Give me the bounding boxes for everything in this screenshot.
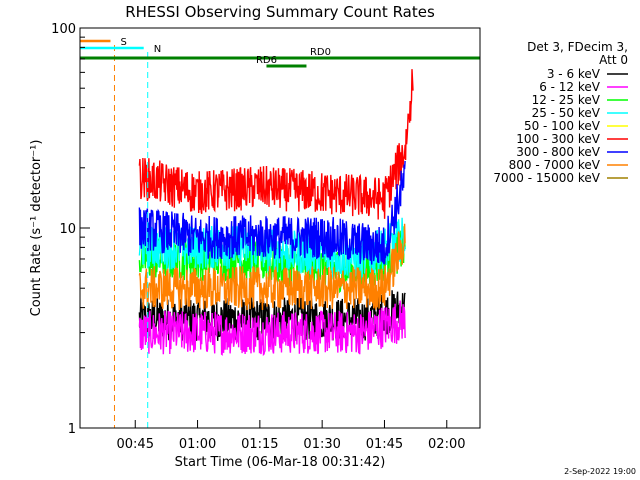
y-tick-label-2: 100 — [51, 22, 76, 37]
annotations: S N RD0 RD6 — [80, 37, 480, 428]
x-axis: 00:45 01:00 01:15 01:30 01:45 02:00 — [117, 420, 466, 452]
x-tick-label-5: 02:00 — [428, 437, 465, 452]
x-tick-label-3: 01:30 — [303, 437, 340, 452]
y-tick-label-0: 1 — [68, 422, 76, 437]
y-tick-label-1: 10 — [59, 222, 76, 237]
legend-label-0: 3 - 6 keV — [547, 67, 601, 81]
x-axis-label: Start Time (06-Mar-18 00:31:42) — [175, 455, 386, 470]
x-tick-label-0: 00:45 — [117, 437, 154, 452]
legend-header-1: Att 0 — [599, 53, 628, 67]
annotation-rd6-label: RD6 — [256, 55, 277, 66]
series-300-800-kev — [138, 160, 406, 265]
series-100-300-kev — [138, 69, 414, 220]
x-tick-label-4: 01:45 — [366, 437, 403, 452]
series-800-7000-kev — [138, 223, 406, 311]
legend-header-0: Det 3, FDecim 3, — [527, 40, 628, 54]
plot-data — [138, 69, 414, 357]
legend-label-8: 7000 - 15000 keV — [493, 171, 600, 185]
y-axis: 1 10 100 — [51, 22, 90, 437]
legend-label-6: 300 - 800 keV — [516, 145, 600, 159]
legend-label-7: 800 - 7000 keV — [509, 158, 601, 172]
x-tick-label-1: 01:00 — [179, 437, 216, 452]
legend-label-5: 100 - 300 keV — [516, 132, 600, 146]
legend-label-2: 12 - 25 keV — [532, 93, 601, 107]
legend-label-1: 6 - 12 keV — [539, 80, 601, 94]
annotation-rd0-label: RD0 — [310, 47, 331, 58]
legend-label-3: 25 - 50 keV — [532, 106, 601, 120]
chart-title: RHESSI Observing Summary Count Rates — [125, 3, 435, 21]
legend-label-4: 50 - 100 keV — [524, 119, 601, 133]
y-axis-label: Count Rate (s⁻¹ detector⁻¹) — [29, 140, 44, 317]
annotation-n-label: N — [154, 44, 161, 55]
footer-timestamp: 2-Sep-2022 19:00 — [564, 467, 636, 476]
annotation-s-label: S — [120, 37, 126, 48]
series-6-12-kev — [138, 300, 406, 357]
x-tick-label-2: 01:15 — [241, 437, 278, 452]
